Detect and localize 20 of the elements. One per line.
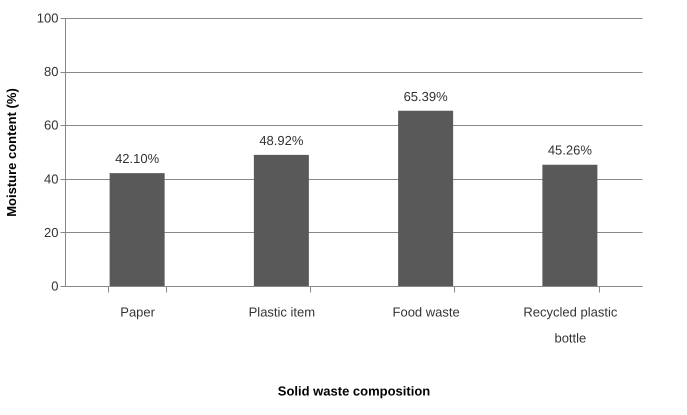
y-tick-label: 100	[36, 10, 58, 26]
y-tick-label: 0	[51, 278, 58, 294]
bar	[254, 154, 309, 286]
x-axis-title: Solid waste composition	[278, 384, 430, 398]
y-tick-label: 60	[44, 118, 58, 133]
x-tick-label: Paper	[120, 304, 156, 320]
y-axis-title: Moisture content (%)	[4, 88, 19, 217]
y-tick-label: 20	[44, 224, 58, 240]
bar	[110, 173, 165, 286]
data-label: 65.39%	[404, 88, 448, 104]
data-label: 45.26%	[548, 142, 592, 158]
bar	[542, 164, 598, 286]
y-tick-label: 40	[44, 171, 58, 186]
x-tick-label: Food waste	[392, 304, 460, 320]
y-tick-label: 80	[44, 64, 58, 80]
x-tick-label: Plastic item	[248, 304, 316, 320]
data-label: 42.10%	[115, 151, 160, 166]
data-label: 48.92%	[259, 132, 304, 148]
x-tick-label: Recycled plastic bottle	[523, 304, 618, 346]
bar	[398, 110, 454, 286]
